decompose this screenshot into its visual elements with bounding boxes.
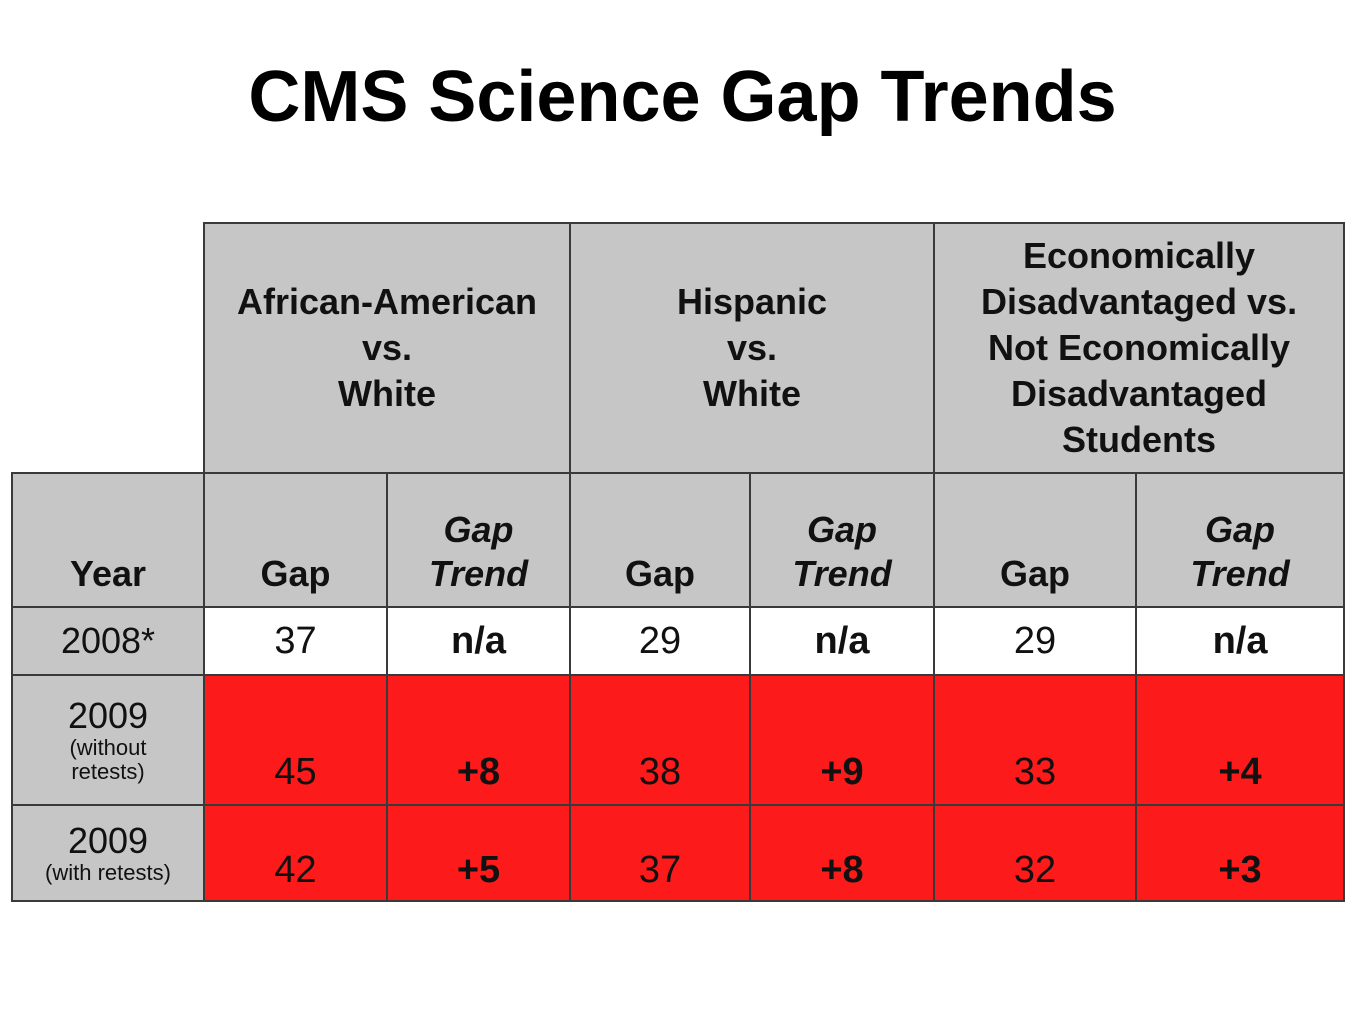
table-row-2009-without-retests: 2009 (without retests) 45 +8 38 +9 33 +4: [11, 674, 1346, 806]
gap-value-cell: 37: [569, 804, 751, 902]
gap-trend-column-header: Gap Trend: [748, 472, 936, 608]
gap-value-cell: 32: [933, 804, 1138, 902]
gap-column-header: Gap: [203, 472, 388, 608]
year-cell: 2008*: [11, 606, 205, 676]
group-label-line: Hispanic: [676, 281, 828, 322]
gap-value-cell: 29: [569, 606, 751, 676]
gap-trend-value-cell: +4: [1135, 674, 1346, 806]
group-header-hispanic: Hispanic vs. White: [568, 222, 936, 474]
year-note: (with retests): [45, 860, 171, 885]
gap-value-cell: 37: [203, 606, 388, 676]
gap-trend-value-cell: +5: [386, 804, 571, 902]
group-label-line: Not Economically: [987, 327, 1291, 368]
group-label-line: Disadvantaged vs.: [980, 281, 1298, 322]
gap-column-header: Gap: [933, 472, 1138, 608]
column-header-row: Year Gap Gap Trend Gap Gap Trend Gap Gap…: [11, 472, 1346, 608]
gap-trend-value-cell: n/a: [748, 606, 936, 676]
group-header-african-american: African-American vs. White: [203, 222, 571, 474]
gap-trend-value-cell: +8: [386, 674, 571, 806]
gap-trend-column-header: Gap Trend: [386, 472, 571, 608]
group-label-line: African-American: [236, 281, 538, 322]
gap-trend-value-cell: +3: [1135, 804, 1346, 902]
group-label-line: Students: [1062, 419, 1217, 460]
table-row-2008: 2008* 37 n/a 29 n/a 29 n/a: [11, 606, 1346, 676]
gap-value-cell: 33: [933, 674, 1138, 806]
year-column-header: Year: [11, 472, 205, 608]
gap-value-cell: 42: [203, 804, 388, 902]
group-label-line: Economically: [1022, 235, 1256, 276]
year-note: (without: [69, 735, 147, 760]
gap-trend-value-cell: +8: [748, 804, 936, 902]
gap-trend-value-cell: n/a: [1135, 606, 1346, 676]
group-label-line: White: [338, 373, 436, 414]
group-label-line: Disadvantaged: [1010, 373, 1268, 414]
year-cell: 2009 (without retests): [11, 674, 205, 806]
gap-trend-value-cell: +9: [748, 674, 936, 806]
group-header-row: African-American vs. White Hispanic vs. …: [12, 222, 1346, 474]
group-label-line: vs.: [726, 327, 778, 368]
group-header-economically-disadvantaged: Economically Disadvantaged vs. Not Econo…: [933, 222, 1346, 474]
year-cell: 2009 (with retests): [11, 804, 205, 902]
table-row-2009-with-retests: 2009 (with retests) 42 +5 37 +8 32 +3: [11, 804, 1346, 902]
group-label-line: vs.: [361, 327, 413, 368]
gap-trend-column-header: Gap Trend: [1135, 472, 1346, 608]
group-label-line: White: [703, 373, 801, 414]
gap-value-cell: 38: [569, 674, 751, 806]
gap-value-cell: 45: [203, 674, 388, 806]
blank-corner-cell: [12, 223, 205, 474]
gap-trends-table: African-American vs. White Hispanic vs. …: [11, 222, 1346, 902]
slide-title: CMS Science Gap Trends: [248, 57, 1117, 137]
year-note: retests): [71, 759, 145, 784]
gap-trend-value-cell: n/a: [386, 606, 571, 676]
gap-value-cell: 29: [933, 606, 1138, 676]
gap-column-header: Gap: [569, 472, 751, 608]
